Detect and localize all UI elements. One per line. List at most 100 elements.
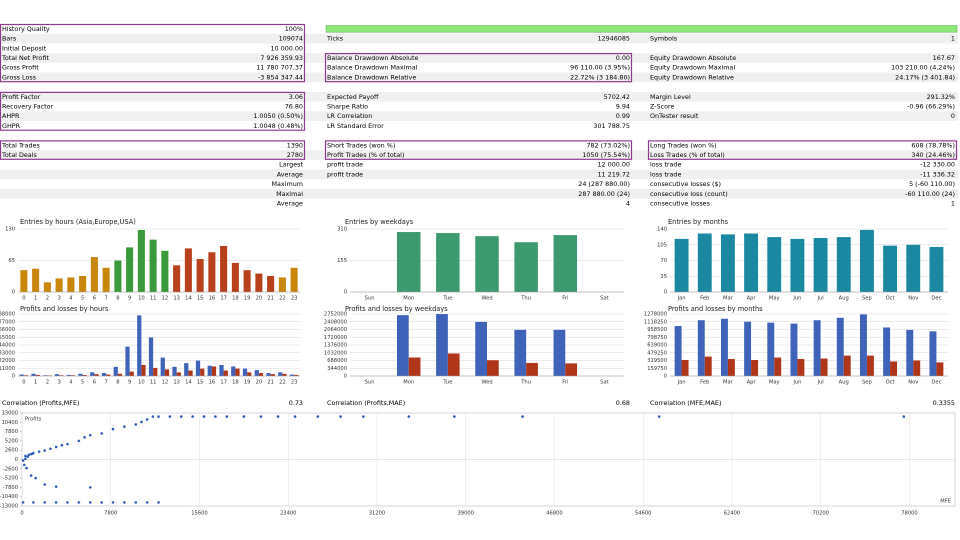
point (77, 439, 81, 443)
x-tick-label: 23400 (280, 511, 297, 517)
group-frame (324, 52, 633, 83)
point (168, 415, 172, 418)
bar (859, 229, 874, 292)
group-frame (647, 140, 958, 160)
stat-label: loss trade (650, 170, 681, 178)
x-tick-label: 5 (81, 380, 84, 386)
point (225, 415, 229, 418)
bar (790, 238, 805, 292)
stat-label: Balance Drawdown Maximal (327, 64, 418, 72)
y-tick-label: -5200 (3, 476, 18, 482)
x-tick-label: 6 (93, 380, 96, 386)
y-tick-label: 1720000 (324, 335, 347, 341)
row-band (0, 91, 958, 102)
x-tick-label: 11 (150, 380, 157, 386)
bar (820, 358, 828, 376)
bar (751, 359, 759, 376)
stat-value: 5702.42 (604, 93, 630, 101)
bar (220, 245, 228, 292)
point (191, 415, 194, 418)
point (34, 476, 37, 480)
point (49, 447, 52, 451)
stat-value: 24.17% (3 401.84) (895, 73, 955, 81)
bar (117, 373, 123, 376)
point (902, 415, 906, 418)
point (30, 452, 34, 456)
y-tick-label: 2408000 (324, 319, 347, 325)
x-tick-label: 11 (150, 296, 157, 302)
bar (526, 362, 538, 376)
bar (697, 233, 712, 292)
bar (697, 320, 705, 376)
point (24, 454, 27, 458)
row-band (0, 111, 958, 121)
chart-title: Profits and losses by months (668, 305, 763, 313)
y-tick-label: 1266000 (0, 327, 15, 333)
x-tick-label: 39000 (457, 511, 474, 517)
y-axis-label: Profits (25, 417, 42, 423)
point (123, 501, 126, 504)
x-tick-label: 7 (104, 296, 107, 302)
bar (114, 260, 122, 292)
x-tick-label: 1 (34, 296, 37, 302)
y-tick-label: 70 (660, 258, 667, 264)
x-tick-label: 7 (104, 380, 107, 386)
stat-value: 1.0050 (0.50%) (253, 112, 303, 120)
y-tick-label: 688000 (327, 358, 347, 364)
point (43, 501, 47, 504)
x-tick-label: Thu (520, 380, 531, 386)
row-band (0, 72, 958, 83)
x-tick-label: Nov (908, 380, 918, 386)
x-tick-label: Jul (816, 380, 823, 386)
y-tick-label: 0 (664, 374, 667, 380)
point (123, 425, 126, 428)
x-tick-label: 22 (279, 380, 286, 386)
x-tick-label: Mar (723, 296, 734, 302)
y-tick-label: 0 (12, 374, 15, 380)
x-tick-label: 0 (22, 380, 25, 386)
x-tick-label: Tue (442, 296, 452, 302)
bar (859, 314, 867, 376)
y-tick-label: -7800 (3, 485, 18, 491)
bar (744, 233, 759, 292)
bar (54, 374, 60, 376)
y-tick-label: 10400 (1, 420, 18, 426)
bar (883, 245, 898, 292)
y-tick-label: 422000 (0, 358, 15, 364)
y-tick-label: 1055000 (0, 335, 15, 341)
x-tick-label: 15600 (191, 511, 208, 517)
bar (396, 315, 409, 376)
stat-value: 76.80 (285, 102, 303, 110)
x-tick-label: 19 (244, 296, 251, 302)
x-tick-label: Mon (403, 380, 414, 386)
x-tick-label: Sun (365, 380, 375, 386)
x-tick-label: 2 (46, 380, 49, 386)
chart-title: Entries by months (668, 218, 729, 226)
stat-value: -11 336.32 (920, 170, 955, 178)
stat-value: 301 788.75 (593, 122, 630, 130)
point (66, 442, 69, 446)
bar (129, 371, 134, 376)
x-tick-label: 10 (138, 380, 145, 386)
stat-value: 287 880.00 (24) (578, 190, 630, 198)
bar (102, 267, 110, 292)
bar (200, 368, 205, 376)
point (276, 415, 280, 418)
stat-value: -60 110.00 (24) (905, 190, 955, 198)
point (151, 415, 155, 418)
group-frame (0, 91, 306, 131)
correlation-label: Correlation (Profits,MAE) (327, 399, 405, 407)
x-tick-label: Sun (365, 296, 375, 302)
bar (32, 268, 40, 292)
point (293, 415, 297, 418)
chart-title: Profits and losses by hours (20, 305, 109, 313)
bar (929, 331, 937, 376)
bar (184, 248, 192, 292)
bar (94, 374, 99, 376)
y-tick-label: 155 (337, 258, 347, 264)
bar (31, 373, 36, 376)
y-tick-label: -13000 (0, 504, 18, 510)
stat-value: -0.96 (66.29%) (907, 102, 955, 110)
bar (278, 277, 286, 292)
x-tick-label: 10 (138, 296, 145, 302)
